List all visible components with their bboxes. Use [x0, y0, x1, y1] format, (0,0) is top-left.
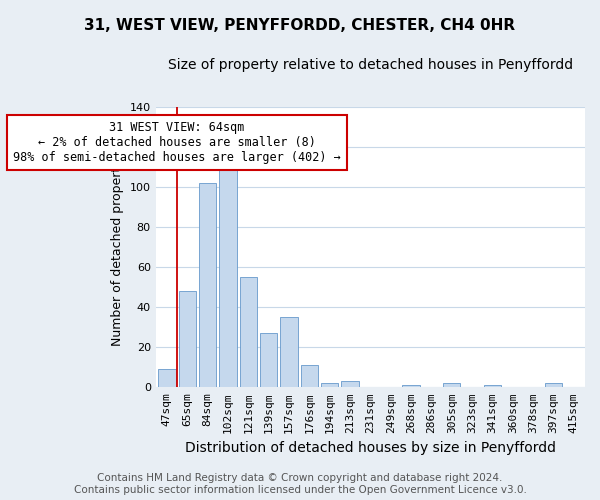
Bar [220, 160, 236, 388]
Text: 31, WEST VIEW, PENYFFORDD, CHESTER, CH4 0HR: 31, WEST VIEW, PENYFFORDD, CHESTER, CH4 … [85, 18, 515, 32]
Bar [260, 334, 277, 388]
Bar [403, 386, 420, 388]
Title: Size of property relative to detached houses in Penyffordd: Size of property relative to detached ho… [168, 58, 573, 71]
Bar [484, 386, 501, 388]
Text: Contains HM Land Registry data © Crown copyright and database right 2024.
Contai: Contains HM Land Registry data © Crown c… [74, 474, 526, 495]
Bar [239, 278, 257, 388]
Y-axis label: Number of detached properties: Number of detached properties [111, 149, 124, 346]
Bar [443, 384, 460, 388]
Bar [341, 382, 359, 388]
Bar [280, 318, 298, 388]
Text: 31 WEST VIEW: 64sqm
← 2% of detached houses are smaller (8)
98% of semi-detached: 31 WEST VIEW: 64sqm ← 2% of detached hou… [13, 122, 341, 164]
Bar [179, 292, 196, 388]
Bar [321, 384, 338, 388]
Bar [158, 370, 176, 388]
Bar [199, 184, 216, 388]
Bar [545, 384, 562, 388]
X-axis label: Distribution of detached houses by size in Penyffordd: Distribution of detached houses by size … [185, 441, 556, 455]
Bar [301, 366, 318, 388]
